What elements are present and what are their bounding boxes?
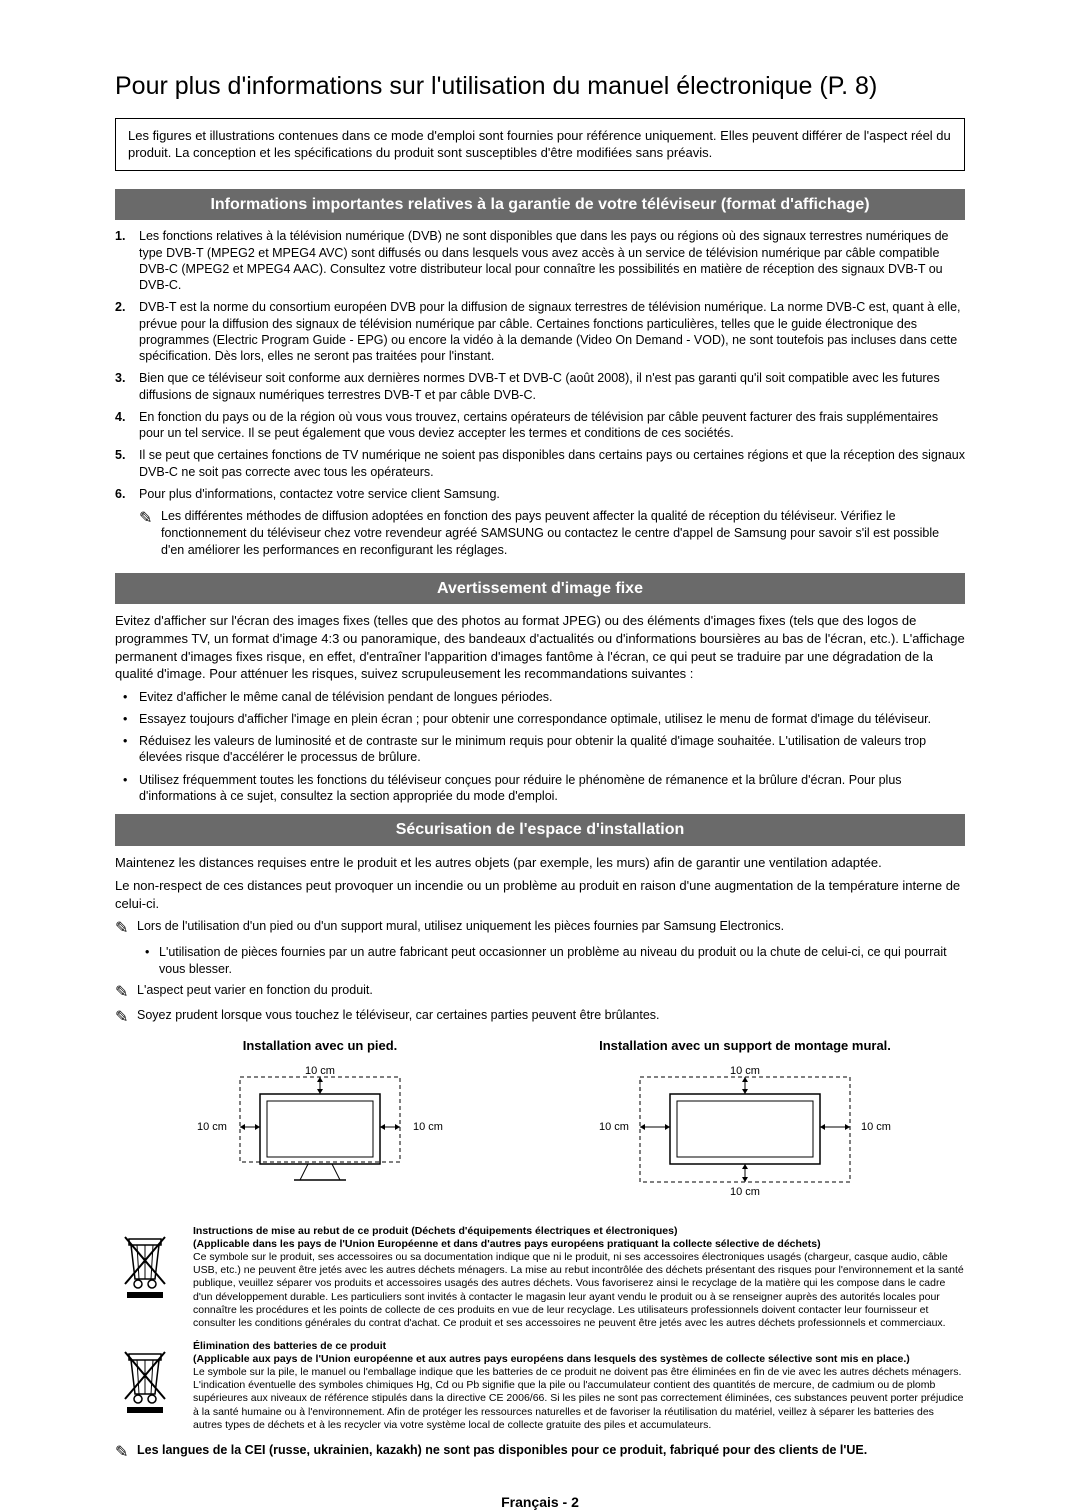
bullet-item: Essayez toujours d'afficher l'image en p… — [139, 711, 965, 727]
section3-note1: ✎ Lors de l'utilisation d'un pied ou d'u… — [115, 918, 965, 940]
stand-diagram: 10 cm 10 cm 10 cm — [170, 1062, 470, 1202]
weee-title: Instructions de mise au rebut de ce prod… — [193, 1225, 965, 1238]
dist-label: 10 cm — [197, 1121, 227, 1133]
section1-list: 1.Les fonctions relatives à la télévisio… — [115, 228, 965, 502]
note-icon: ✎ — [115, 982, 137, 1004]
dist-label: 10 cm — [599, 1121, 629, 1133]
section2-intro: Evitez d'afficher sur l'écran des images… — [115, 612, 965, 682]
dist-label: 10 cm — [413, 1121, 443, 1133]
intro-box: Les figures et illustrations contenues d… — [115, 118, 965, 171]
page-footer: Français - 2 — [115, 1493, 965, 1512]
note-text: Les différentes méthodes de diffusion ad… — [161, 508, 965, 559]
section3-p2: Le non-respect de ces distances peut pro… — [115, 877, 965, 912]
weee-text: Instructions de mise au rebut de ce prod… — [193, 1225, 965, 1330]
weee-body: Ce symbole sur le produit, ses accessoir… — [193, 1251, 965, 1330]
section3-subbullet: L'utilisation de pièces fournies par un … — [115, 944, 965, 978]
note-text: L'aspect peut varier en fonction du prod… — [137, 982, 965, 1004]
note-text: Lors de l'utilisation d'un pied ou d'un … — [137, 918, 965, 940]
list-text: DVB-T est la norme du consortium europée… — [139, 299, 965, 364]
battery-title: Élimination des batteries de ce produit — [193, 1340, 965, 1353]
dist-label: 10 cm — [730, 1186, 760, 1198]
bullet-item: Evitez d'afficher le même canal de télév… — [139, 689, 965, 705]
dist-label: 10 cm — [861, 1121, 891, 1133]
note-icon: ✎ — [139, 508, 161, 559]
install-wall-caption: Installation avec un support de montage … — [580, 1037, 910, 1055]
note-icon: ✎ — [115, 918, 137, 940]
section1-note: ✎ Les différentes méthodes de diffusion … — [139, 508, 965, 559]
section1-heading: Informations importantes relatives à la … — [115, 189, 965, 221]
section2-heading: Avertissement d'image fixe — [115, 573, 965, 605]
battery-subtitle: (Applicable aux pays de l'Union européen… — [193, 1353, 965, 1366]
list-number: 2. — [115, 299, 139, 364]
wall-diagram: 10 cm 10 cm 10 cm 10 cm — [580, 1062, 910, 1202]
list-number: 3. — [115, 370, 139, 403]
bullet-item: Réduisez les valeurs de luminosité et de… — [139, 733, 965, 766]
weee-section: Instructions de mise au rebut de ce prod… — [115, 1225, 965, 1330]
bullet-item: Utilisez fréquemment toutes les fonction… — [139, 772, 965, 805]
section2-bullets: Evitez d'afficher le même canal de télév… — [115, 689, 965, 805]
section3-p1: Maintenez les distances requises entre l… — [115, 854, 965, 872]
list-text: Il se peut que certaines fonctions de TV… — [139, 447, 965, 480]
note-icon: ✎ — [115, 1007, 137, 1029]
note-text: Soyez prudent lorsque vous touchez le té… — [137, 1007, 965, 1029]
battery-bin-icon — [115, 1340, 193, 1432]
battery-text: Élimination des batteries de ce produit … — [193, 1340, 965, 1432]
section3-heading: Sécurisation de l'espace d'installation — [115, 814, 965, 846]
battery-body: Le symbole sur la pile, le manuel ou l'e… — [193, 1366, 965, 1432]
section3-note2: ✎ L'aspect peut varier en fonction du pr… — [115, 982, 965, 1004]
page-title: Pour plus d'informations sur l'utilisati… — [115, 70, 965, 104]
list-number: 5. — [115, 447, 139, 480]
section3-note3: ✎ Soyez prudent lorsque vous touchez le … — [115, 1007, 965, 1029]
list-text: Bien que ce téléviseur soit conforme aux… — [139, 370, 965, 403]
list-text: En fonction du pays ou de la région où v… — [139, 409, 965, 442]
install-diagrams: Installation avec un pied. 10 cm 10 cm 1… — [115, 1037, 965, 1207]
install-stand: Installation avec un pied. 10 cm 10 cm 1… — [170, 1037, 470, 1207]
list-number: 1. — [115, 228, 139, 293]
note-icon: ✎ — [115, 1442, 137, 1464]
footer-note: ✎ Les langues de la CEI (russe, ukrainie… — [115, 1442, 965, 1464]
list-number: 6. — [115, 486, 139, 502]
weee-bin-icon — [115, 1225, 193, 1330]
list-text: Les fonctions relatives à la télévision … — [139, 228, 965, 293]
subbullet-item: L'utilisation de pièces fournies par un … — [159, 944, 965, 978]
install-wall: Installation avec un support de montage … — [580, 1037, 910, 1207]
footer-note-text: Les langues de la CEI (russe, ukrainien,… — [137, 1442, 867, 1464]
dist-label: 10 cm — [305, 1065, 335, 1077]
weee-subtitle: (Applicable dans les pays de l'Union Eur… — [193, 1238, 965, 1251]
install-stand-caption: Installation avec un pied. — [170, 1037, 470, 1055]
battery-section: Élimination des batteries de ce produit … — [115, 1340, 965, 1432]
list-text: Pour plus d'informations, contactez votr… — [139, 486, 965, 502]
dist-label: 10 cm — [730, 1065, 760, 1077]
list-number: 4. — [115, 409, 139, 442]
